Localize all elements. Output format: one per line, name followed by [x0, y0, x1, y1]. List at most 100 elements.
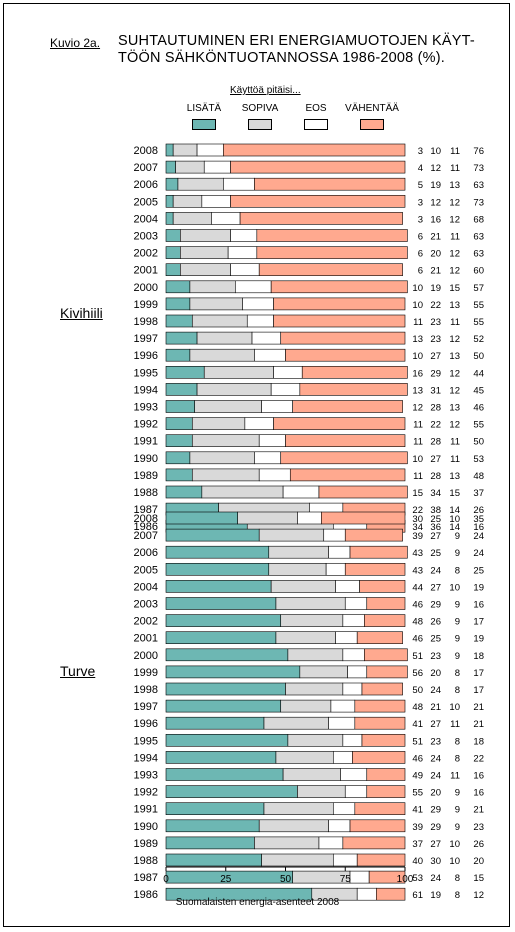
value-label-sopiva: 23	[430, 651, 441, 662]
bar-kivihiili-1990-vahentaa	[280, 451, 408, 465]
bar-turve-1987-vahentaa	[368, 870, 406, 884]
value-label-lisata: 39	[412, 531, 423, 542]
year-label: 2001	[134, 633, 158, 645]
bar-turve-2003-eos	[344, 597, 368, 610]
year-label: 2003	[134, 599, 158, 611]
bar-kivihiili-2004-vahentaa	[239, 212, 403, 225]
bar-turve-2002-eos	[342, 614, 365, 627]
bar-kivihiili-1999-lisata	[165, 297, 191, 311]
value-label-lisata: 3	[418, 214, 423, 225]
year-label: 2007	[134, 162, 158, 174]
bar-kivihiili-2000-lisata	[165, 280, 191, 294]
bar-kivihiili-1998-lisata	[165, 314, 193, 328]
year-label: 1998	[134, 316, 158, 328]
bar-turve-1991-lisata	[165, 802, 265, 816]
value-label-sopiva: 38	[430, 505, 441, 516]
bar-kivihiili-2007-vahentaa	[230, 160, 406, 174]
legend-label-lisata: LISÄTÄ	[186, 103, 222, 114]
value-label-vahentaa: 45	[473, 385, 484, 396]
bar-kivihiili-2001-sopiva	[180, 263, 231, 277]
bar-kivihiili-2008-lisata	[165, 143, 174, 157]
bar-turve-2008-lisata	[165, 511, 238, 525]
value-label-sopiva: 19	[430, 180, 441, 191]
bar-kivihiili-2006-eos	[223, 177, 255, 191]
source-note: Suomalaisten energia-asenteet 2008	[175, 897, 340, 908]
bar-kivihiili-1990-eos	[254, 451, 282, 465]
bar-kivihiili-2007-eos	[203, 160, 231, 174]
value-label-lisata: 5	[418, 180, 423, 191]
value-label-eos: 9	[455, 600, 460, 611]
legend-label-sopiva: SOPIVA	[241, 103, 279, 114]
bar-kivihiili-1993-lisata	[165, 400, 195, 413]
bar-turve-1993-eos	[340, 768, 368, 781]
value-label-sopiva: 29	[430, 600, 441, 611]
legend-swatch-eos	[304, 119, 328, 130]
bar-kivihiili-2008-vahentaa	[223, 143, 406, 157]
bar-turve-1996-sopiva	[263, 716, 329, 730]
value-label-sopiva: 23	[430, 736, 441, 747]
value-label-eos: 12	[449, 385, 460, 396]
value-label-vahentaa: 22	[473, 753, 484, 764]
year-label: 1992	[134, 787, 158, 799]
bar-turve-2006-vahentaa	[349, 545, 408, 559]
year-label: 1997	[134, 333, 158, 345]
bar-turve-2004-sopiva	[270, 580, 336, 593]
bar-turve-1988-vahentaa	[356, 853, 406, 867]
bar-kivihiili-2005-vahentaa	[230, 195, 406, 208]
value-label-sopiva: 23	[430, 334, 441, 345]
value-label-eos: 12	[449, 197, 460, 208]
year-label: 1993	[134, 770, 158, 782]
value-label-lisata: 46	[412, 753, 423, 764]
value-label-sopiva: 25	[430, 514, 441, 525]
bar-turve-2004-vahentaa	[359, 580, 406, 593]
bar-kivihiili-1999-sopiva	[189, 297, 243, 311]
value-label-eos: 8	[455, 565, 460, 576]
value-label-vahentaa: 21	[473, 702, 484, 713]
bar-kivihiili-1990-sopiva	[189, 451, 255, 465]
bar-kivihiili-1996-eos	[254, 348, 286, 362]
bar-kivihiili-2002-eos	[227, 246, 258, 259]
year-label: 2000	[134, 282, 158, 294]
chart-title-line1: SUHTAUTUMINEN ERI ENERGIAMUOTOJEN KÄYT-	[118, 33, 475, 49]
bar-kivihiili-1996-vahentaa	[285, 348, 406, 362]
value-label-lisata: 48	[412, 702, 423, 713]
value-label-eos: 11	[450, 454, 460, 465]
bar-turve-2000-vahentaa	[364, 648, 408, 662]
value-label-vahentaa: 17	[473, 668, 484, 679]
bar-turve-2007-vahentaa	[344, 528, 403, 542]
bar-turve-2004-eos	[335, 580, 360, 593]
bar-turve-1990-eos	[328, 819, 351, 833]
year-label: 1989	[134, 838, 158, 850]
bar-kivihiili-1996-sopiva	[189, 348, 255, 362]
year-label: 1991	[134, 804, 158, 816]
bar-turve-1995-eos	[342, 733, 363, 747]
value-label-vahentaa: 16	[473, 788, 484, 799]
bar-turve-1994-lisata	[165, 751, 277, 764]
bar-kivihiili-1990-lisata	[165, 451, 191, 465]
year-label: 2005	[134, 196, 158, 208]
value-label-sopiva: 24	[430, 685, 441, 696]
bar-turve-1988-lisata	[165, 853, 262, 867]
year-label: 1999	[134, 299, 158, 311]
figure-frame	[3, 3, 510, 927]
bar-turve-1990-vahentaa	[349, 819, 406, 833]
bar-turve-1992-eos	[344, 785, 368, 798]
x-tick-label: 50	[280, 874, 292, 885]
bar-turve-2002-sopiva	[280, 614, 344, 627]
bar-kivihiili-1995-sopiva	[203, 365, 274, 379]
value-label-eos: 14	[449, 522, 460, 533]
value-label-lisata: 46	[412, 600, 423, 611]
year-label: 2002	[134, 616, 158, 628]
bar-turve-1997-vahentaa	[354, 699, 406, 713]
bar-turve-2005-eos	[325, 562, 346, 576]
legend-swatch-sopiva	[248, 119, 272, 130]
value-label-lisata: 16	[412, 368, 423, 379]
bar-turve-1989-eos	[318, 836, 344, 850]
value-label-lisata: 3	[418, 197, 423, 208]
bar-turve-1987-eos	[349, 870, 370, 884]
value-label-sopiva: 24	[430, 565, 441, 576]
bar-turve-1992-lisata	[165, 785, 298, 798]
value-label-lisata: 44	[412, 582, 423, 593]
bar-kivihiili-1991-lisata	[165, 434, 193, 448]
value-label-sopiva: 19	[430, 283, 441, 294]
